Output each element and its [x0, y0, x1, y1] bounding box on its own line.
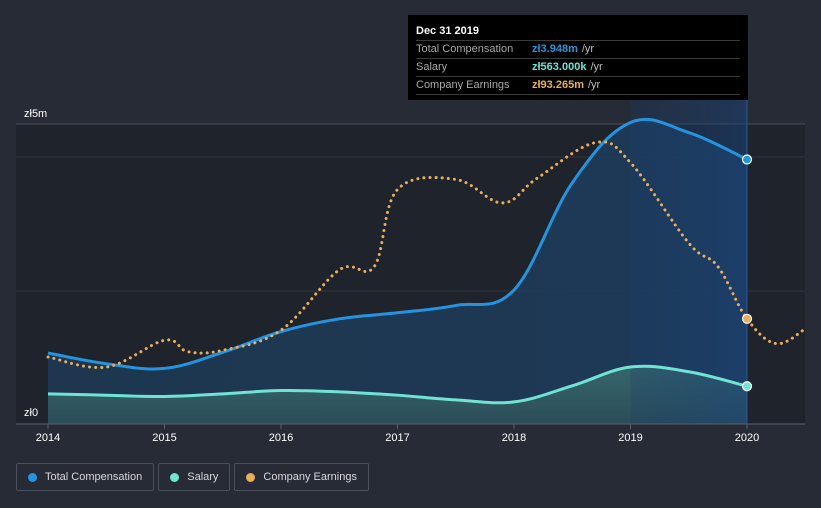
tooltip-unit: /yr [587, 79, 601, 91]
legend-item-total-compensation[interactable]: Total Compensation [16, 463, 155, 491]
series-areas [48, 119, 747, 424]
tooltip-label: Salary [416, 61, 448, 73]
tooltip-row-total-compensation: Total Compensation zł3.948m /yr [416, 41, 740, 59]
total-compensation-line [47, 117, 748, 371]
total-compensation-marker [741, 154, 753, 165]
legend-dot-icon [246, 472, 256, 482]
tooltip-unit: /yr [581, 43, 595, 55]
x-tick-label: 2019 [618, 432, 642, 444]
tooltip-label: Total Compensation [416, 43, 514, 55]
tooltip-row-salary: Salary zł563.000k /yr [416, 59, 740, 77]
salary-marker [741, 381, 753, 392]
salary-area [48, 366, 747, 424]
tooltip-value: zł563.000k [532, 61, 587, 73]
legend-label: Salary [187, 471, 219, 483]
legend-item-salary[interactable]: Salary [158, 463, 231, 491]
x-tick-label: 2014 [36, 432, 60, 444]
tooltip-date: Dec 31 2019 [416, 23, 740, 41]
legend-item-company-earnings[interactable]: Company Earnings [234, 463, 369, 491]
x-tick-label: 2016 [269, 432, 293, 444]
legend-dot-icon [170, 472, 180, 482]
legend-dot-icon [28, 472, 37, 482]
legend-label: Company Earnings [263, 471, 357, 483]
series-lines [46, 100, 807, 424]
tooltip: Dec 31 2019 Total Compensation zł3.948m … [408, 15, 748, 100]
hover-markers [741, 154, 753, 392]
highlight-region [630, 100, 747, 424]
company-earnings-line [46, 140, 807, 370]
company-earnings-marker [741, 313, 753, 324]
x-tick-label: 2020 [735, 432, 759, 444]
y-tick-label-zero: zł0 [24, 407, 38, 419]
compensation-chart: 2014 2015 2016 2017 2018 2019 2020 zł5m zł0 [16, 100, 807, 444]
salary-line [47, 364, 748, 405]
y-tick-label-max: zł5m [24, 108, 47, 120]
x-axis: 2014 2015 2016 2017 2018 2019 2020 [16, 423, 805, 444]
tooltip-value: zł3.948m [532, 43, 578, 55]
total-compensation-area [48, 119, 747, 424]
tooltip-unit: /yr [590, 61, 603, 73]
tooltip-label: Company Earnings [416, 79, 510, 91]
tooltip-value: zł93.265m [532, 79, 584, 91]
x-tick-label: 2017 [385, 432, 409, 444]
legend: Total Compensation Salary Company Earnin… [16, 463, 369, 491]
tooltip-row-company-earnings: Company Earnings zł93.265m /yr [416, 77, 740, 95]
legend-label: Total Compensation [45, 471, 143, 483]
x-tick-label: 2018 [502, 432, 526, 444]
x-tick-label: 2015 [152, 432, 176, 444]
